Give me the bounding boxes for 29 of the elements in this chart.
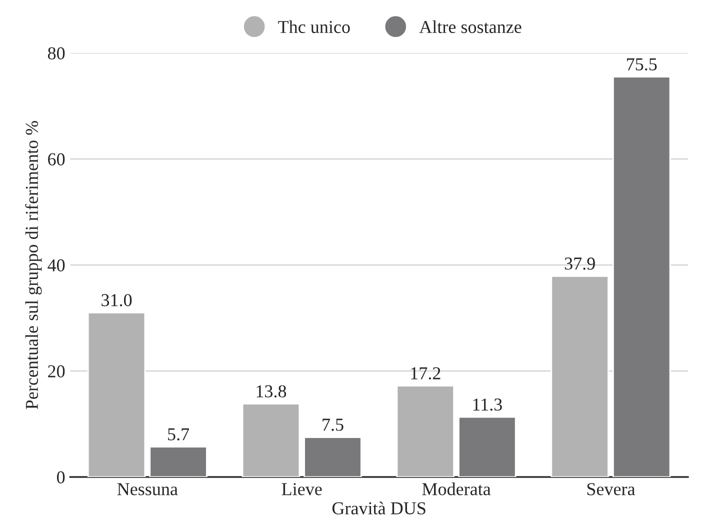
y-axis-title: Percentuale sul gruppo di riferimento % [25, 120, 42, 410]
x-tick-label: Lieve [282, 483, 322, 496]
bar [396, 385, 455, 477]
x-tick-label: Moderata [422, 482, 491, 496]
data-label: 5.7 [168, 428, 190, 440]
bar [87, 312, 146, 477]
legend-label: Altre sostanze [419, 20, 522, 34]
y-tick-label: 0 [57, 471, 65, 484]
bar [304, 436, 362, 477]
data-label: 13.8 [256, 385, 286, 398]
data-label: 11.3 [473, 398, 502, 411]
data-label: 37.9 [564, 258, 595, 270]
x-tick-label: Nessuna [117, 483, 178, 496]
legend-label: Thc unico [278, 20, 350, 34]
data-label: 75.5 [627, 58, 657, 70]
y-tick-label: 40 [48, 259, 65, 272]
bar [612, 76, 671, 477]
bar [458, 416, 516, 477]
bar [550, 275, 609, 477]
y-tick-label: 80 [48, 47, 65, 60]
data-label: 17.2 [411, 367, 440, 380]
y-tick-label: 60 [48, 153, 65, 166]
bar [149, 446, 208, 477]
data-label: 7.5 [322, 418, 344, 431]
bar [242, 403, 300, 477]
y-tick-label: 20 [48, 365, 65, 378]
x-axis-title: Gravità DUS [332, 502, 426, 514]
data-label: 31.0 [102, 294, 132, 306]
x-tick-label: Severa [587, 483, 636, 496]
